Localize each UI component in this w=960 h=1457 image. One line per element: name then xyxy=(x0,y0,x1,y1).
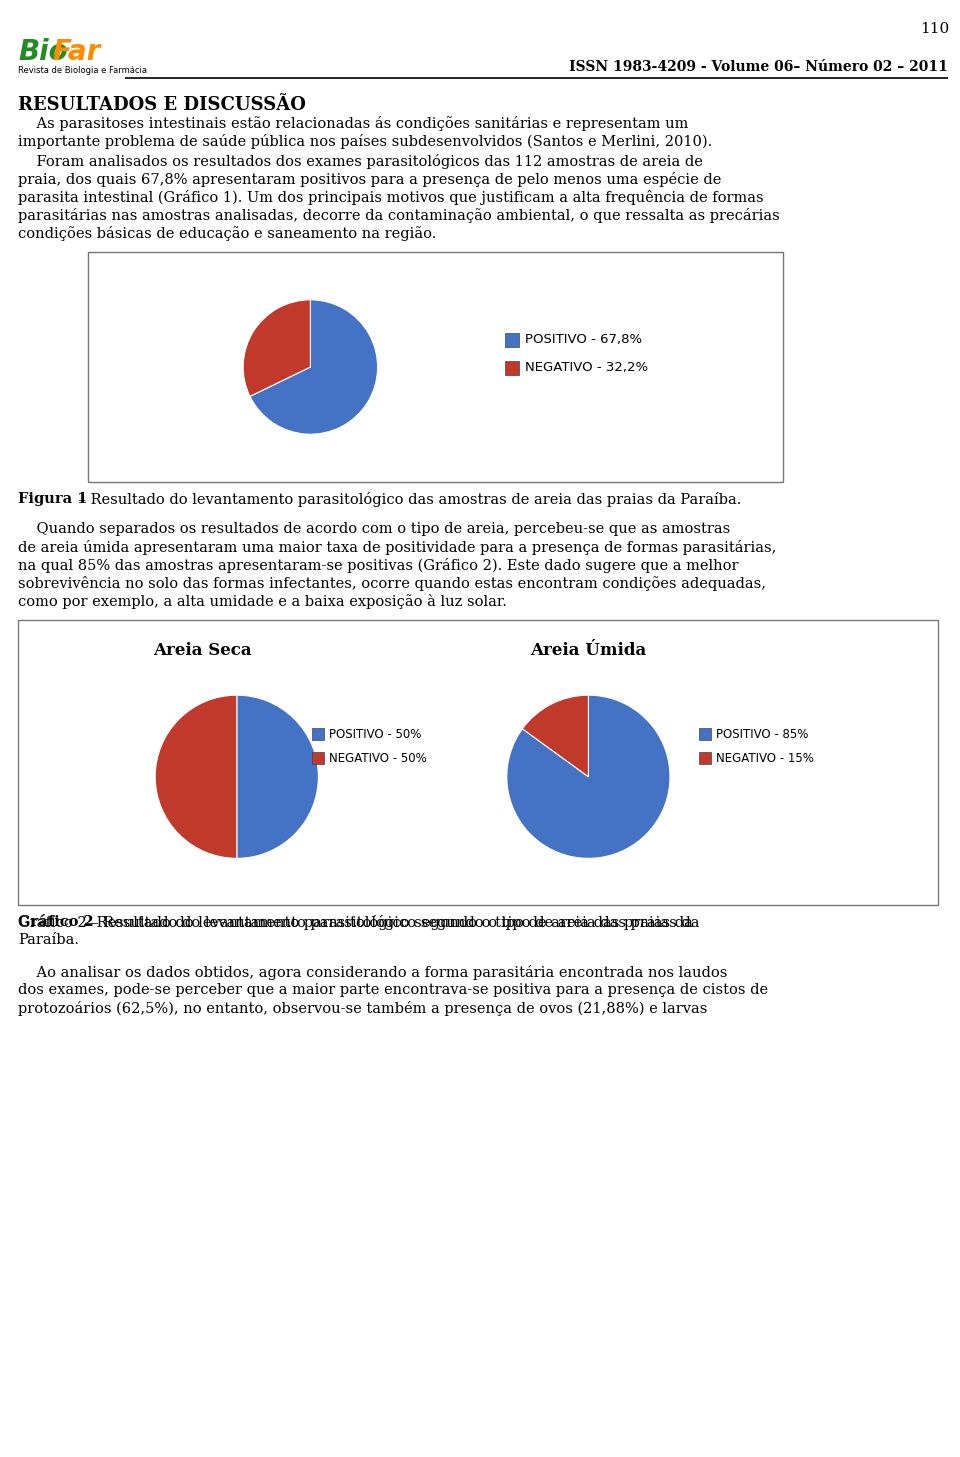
Text: 110: 110 xyxy=(921,22,949,36)
Text: Areia Seca: Areia Seca xyxy=(153,643,252,659)
Text: condições básicas de educação e saneamento na região.: condições básicas de educação e saneamen… xyxy=(18,226,437,240)
Text: – Resultado do levantamento parasitológico segundo o tipo de areia das praias da: – Resultado do levantamento parasitológi… xyxy=(80,915,693,930)
Text: POSITIVO - 85%: POSITIVO - 85% xyxy=(716,728,808,740)
Text: Revista de Biologia e Farmácia: Revista de Biologia e Farmácia xyxy=(18,66,147,74)
Text: NEGATIVO - 50%: NEGATIVO - 50% xyxy=(329,752,427,765)
Text: Ao analisar os dados obtidos, agora considerando a forma parasitária encontrada : Ao analisar os dados obtidos, agora cons… xyxy=(18,965,728,981)
Text: parasitárias nas amostras analisadas, decorre da contaminação ambiental, o que r: parasitárias nas amostras analisadas, de… xyxy=(18,208,780,223)
Text: de areia úmida apresentaram uma maior taxa de positividade para a presença de fo: de areia úmida apresentaram uma maior ta… xyxy=(18,541,777,555)
Text: dos exames, pode-se perceber que a maior parte encontrava-se positiva para a pre: dos exames, pode-se perceber que a maior… xyxy=(18,983,768,997)
Text: Areia Úmida: Areia Úmida xyxy=(530,643,646,659)
Text: protozoários (62,5%), no entanto, observou-se também a presença de ovos (21,88%): protozoários (62,5%), no entanto, observ… xyxy=(18,1001,708,1016)
Wedge shape xyxy=(250,300,377,434)
Bar xyxy=(18,621,938,905)
Text: POSITIVO - 67,8%: POSITIVO - 67,8% xyxy=(525,334,642,345)
Text: RESULTADOS E DISCUSSÃO: RESULTADOS E DISCUSSÃO xyxy=(18,96,306,114)
Text: – Resultado do levantamento parasitológico das amostras de areia das praias da P: – Resultado do levantamento parasitológi… xyxy=(74,492,741,507)
Text: Figura 1: Figura 1 xyxy=(18,492,87,506)
Wedge shape xyxy=(237,695,319,858)
Text: Gráfico 2: Gráfico 2 xyxy=(18,915,94,930)
Text: NEGATIVO - 32,2%: NEGATIVO - 32,2% xyxy=(525,361,648,374)
Text: na qual 85% das amostras apresentaram-se positivas (Gráfico 2). Este dado sugere: na qual 85% das amostras apresentaram-se… xyxy=(18,558,738,573)
Text: praia, dos quais 67,8% apresentaram positivos para a presença de pelo menos uma : praia, dos quais 67,8% apresentaram posi… xyxy=(18,172,721,186)
Text: POSITIVO - 50%: POSITIVO - 50% xyxy=(329,728,421,740)
Text: Bio: Bio xyxy=(18,38,68,66)
Wedge shape xyxy=(156,695,237,858)
Text: Gráfico 2 – Resultado do levantamento parasitológico segundo o tipo de areia das: Gráfico 2 – Resultado do levantamento pa… xyxy=(18,915,700,930)
Bar xyxy=(88,252,783,482)
Text: sobrevivência no solo das formas infectantes, ocorre quando estas encontram cond: sobrevivência no solo das formas infecta… xyxy=(18,576,766,592)
Text: Foram analisados os resultados dos exames parasitológicos das 112 amostras de ar: Foram analisados os resultados dos exame… xyxy=(18,154,703,169)
Wedge shape xyxy=(522,695,588,777)
Wedge shape xyxy=(507,695,670,858)
Text: Paraíba.: Paraíba. xyxy=(18,932,79,947)
Text: importante problema de saúde pública nos países subdesenvolvidos (Santos e Merli: importante problema de saúde pública nos… xyxy=(18,134,712,149)
Text: Quando separados os resultados de acordo com o tipo de areia, percebeu-se que as: Quando separados os resultados de acordo… xyxy=(18,522,731,536)
Text: Far: Far xyxy=(52,38,100,66)
Text: parasita intestinal (Gráfico 1). Um dos principais motivos que justificam a alta: parasita intestinal (Gráfico 1). Um dos … xyxy=(18,189,763,205)
Text: NEGATIVO - 15%: NEGATIVO - 15% xyxy=(716,752,814,765)
Text: As parasitoses intestinais estão relacionadas ás condições sanitárias e represen: As parasitoses intestinais estão relacio… xyxy=(18,117,688,131)
Wedge shape xyxy=(243,300,310,396)
Text: ISSN 1983-4209 - Volume 06– Número 02 – 2011: ISSN 1983-4209 - Volume 06– Número 02 – … xyxy=(569,60,948,74)
Text: como por exemplo, a alta umidade e a baixa exposição à luz solar.: como por exemplo, a alta umidade e a bai… xyxy=(18,594,507,609)
